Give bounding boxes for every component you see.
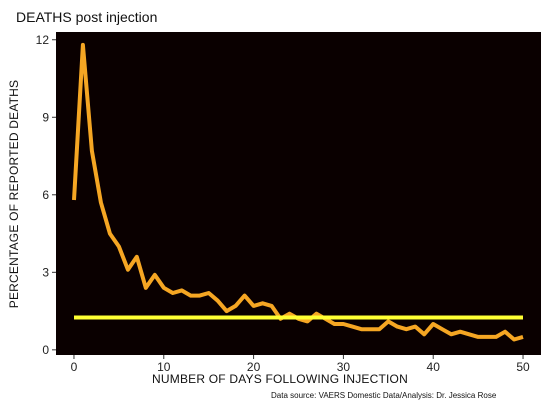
y-tick-label: 9 — [42, 110, 49, 124]
series-layer — [72, 42, 524, 342]
x-tick-label: 50 — [516, 360, 530, 374]
y-tick-label: 6 — [42, 188, 49, 202]
x-tick-label: 10 — [157, 360, 171, 374]
y-tick-label: 3 — [42, 265, 49, 279]
chart-title: DEATHS post injection — [16, 9, 157, 25]
plot-panel — [56, 32, 541, 355]
y-tick-label: 0 — [42, 343, 49, 357]
data-source-caption: Data source: VAERS Domestic Data/Analysi… — [271, 391, 497, 400]
x-tick-label: 30 — [337, 360, 351, 374]
x-axis-title: NUMBER OF DAYS FOLLOWING INJECTION — [152, 372, 408, 386]
y-axis-title: PERCENTAGE OF REPORTED DEATHS — [7, 80, 21, 309]
x-tick-label: 20 — [247, 360, 261, 374]
y-tick-label: 12 — [36, 33, 50, 47]
x-tick-label: 40 — [427, 360, 441, 374]
x-tick-label: 0 — [71, 360, 78, 374]
x-axis: 0 10 20 30 40 50 — [71, 355, 530, 374]
y-axis: 0 3 6 9 12 — [36, 33, 56, 357]
